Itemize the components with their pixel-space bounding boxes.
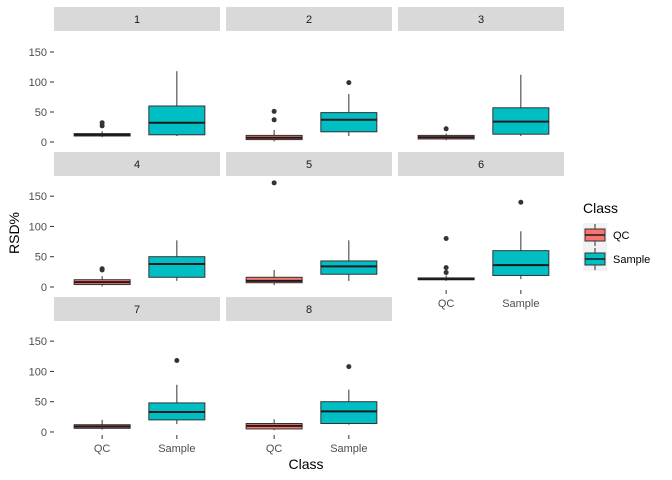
legend-title: Class <box>583 200 618 216</box>
box-sample <box>148 358 206 425</box>
outlier-point <box>271 180 277 186</box>
box-iqr <box>320 260 378 275</box>
facet-panel: 5 <box>226 152 392 286</box>
y-tick-label: 0 <box>41 282 47 294</box>
facet-panel: 3 <box>398 7 564 141</box>
box-sample <box>148 240 206 281</box>
box-qc <box>417 236 475 281</box>
box-qc <box>245 180 303 286</box>
facet-panel: 1 0 50 100 150 <box>29 7 220 149</box>
box-qc <box>73 266 131 287</box>
facet-strip-label: 3 <box>478 14 484 26</box>
facet-strip-label: 8 <box>306 304 312 316</box>
legend-entry-qc: QC <box>583 223 630 247</box>
facet-strip-label: 1 <box>134 14 140 26</box>
legend-entries: QC Sample <box>583 223 650 271</box>
box-sample <box>492 74 550 136</box>
y-tick-label: 100 <box>29 366 47 378</box>
legend: Class QC Sample <box>583 200 650 271</box>
facet-strip <box>398 152 564 176</box>
facet-panel: 4 0 50 100 150 <box>29 152 220 294</box>
box-qc <box>73 419 131 430</box>
outlier-point <box>174 358 180 364</box>
legend-label: Sample <box>613 254 650 266</box>
box-qc <box>73 120 131 138</box>
y-tick-label: 150 <box>29 47 47 59</box>
facet-panel: 8 QC Sample <box>226 297 392 455</box>
outlier-point <box>346 80 352 86</box>
facet-panel: 7 0 50 100 150 QC Sample <box>29 297 220 455</box>
facet-strip <box>226 7 392 31</box>
x-tick-label: Sample <box>330 443 367 455</box>
x-tick-label: QC <box>266 443 283 455</box>
outlier-point <box>346 364 352 370</box>
outlier-point <box>443 126 449 132</box>
x-tick-label: QC <box>438 298 455 310</box>
facet-panel: 6 QC Sample <box>398 152 564 310</box>
box-qc <box>245 419 303 431</box>
outlier-point <box>518 199 524 205</box>
box-qc <box>245 108 303 142</box>
outlier-point <box>99 266 105 272</box>
outlier-point <box>443 269 449 275</box>
facet-strip-label: 4 <box>134 159 140 171</box>
box-iqr <box>320 401 378 424</box>
x-tick-label: QC <box>94 443 111 455</box>
facet-strip <box>54 152 220 176</box>
box-qc <box>417 126 475 141</box>
y-tick-label: 150 <box>29 191 47 203</box>
y-tick-label: 150 <box>29 336 47 348</box>
box-sample <box>320 80 378 136</box>
facet-strip-label: 2 <box>306 14 312 26</box>
box-sample <box>148 71 206 136</box>
facet-panel: 2 <box>226 7 392 142</box>
x-tick-label: Sample <box>158 443 195 455</box>
y-tick-label: 0 <box>41 427 47 439</box>
box-iqr <box>492 250 550 276</box>
box-sample <box>320 364 378 425</box>
outlier-point <box>271 117 277 123</box>
facet-strip <box>398 7 564 31</box>
outlier-point <box>271 108 277 114</box>
box-iqr <box>148 256 206 278</box>
x-tick-label: Sample <box>502 298 539 310</box>
facet-strip <box>226 152 392 176</box>
outlier-point <box>443 265 449 271</box>
facet-strip <box>54 7 220 31</box>
y-tick-label: 50 <box>35 252 47 264</box>
box-iqr <box>148 105 206 136</box>
outlier-point <box>99 120 105 126</box>
y-tick-label: 100 <box>29 221 47 233</box>
legend-entry-sample: Sample <box>583 247 650 271</box>
facet-strip-label: 7 <box>134 304 140 316</box>
legend-label: QC <box>613 230 630 242</box>
x-axis-title: Class <box>288 456 323 472</box>
facet-strip <box>226 297 392 321</box>
y-axis-title: RSD% <box>6 212 22 254</box>
box-sample <box>320 240 378 281</box>
y-tick-label: 0 <box>41 137 47 149</box>
facet-strip <box>54 297 220 321</box>
y-tick-label: 50 <box>35 107 47 119</box>
box-iqr <box>320 112 378 133</box>
outlier-point <box>443 236 449 242</box>
box-sample <box>492 199 550 280</box>
facet-strip-label: 6 <box>478 159 484 171</box>
facet-strip-label: 5 <box>306 159 312 171</box>
y-tick-label: 100 <box>29 77 47 89</box>
y-tick-label: 50 <box>35 397 47 409</box>
